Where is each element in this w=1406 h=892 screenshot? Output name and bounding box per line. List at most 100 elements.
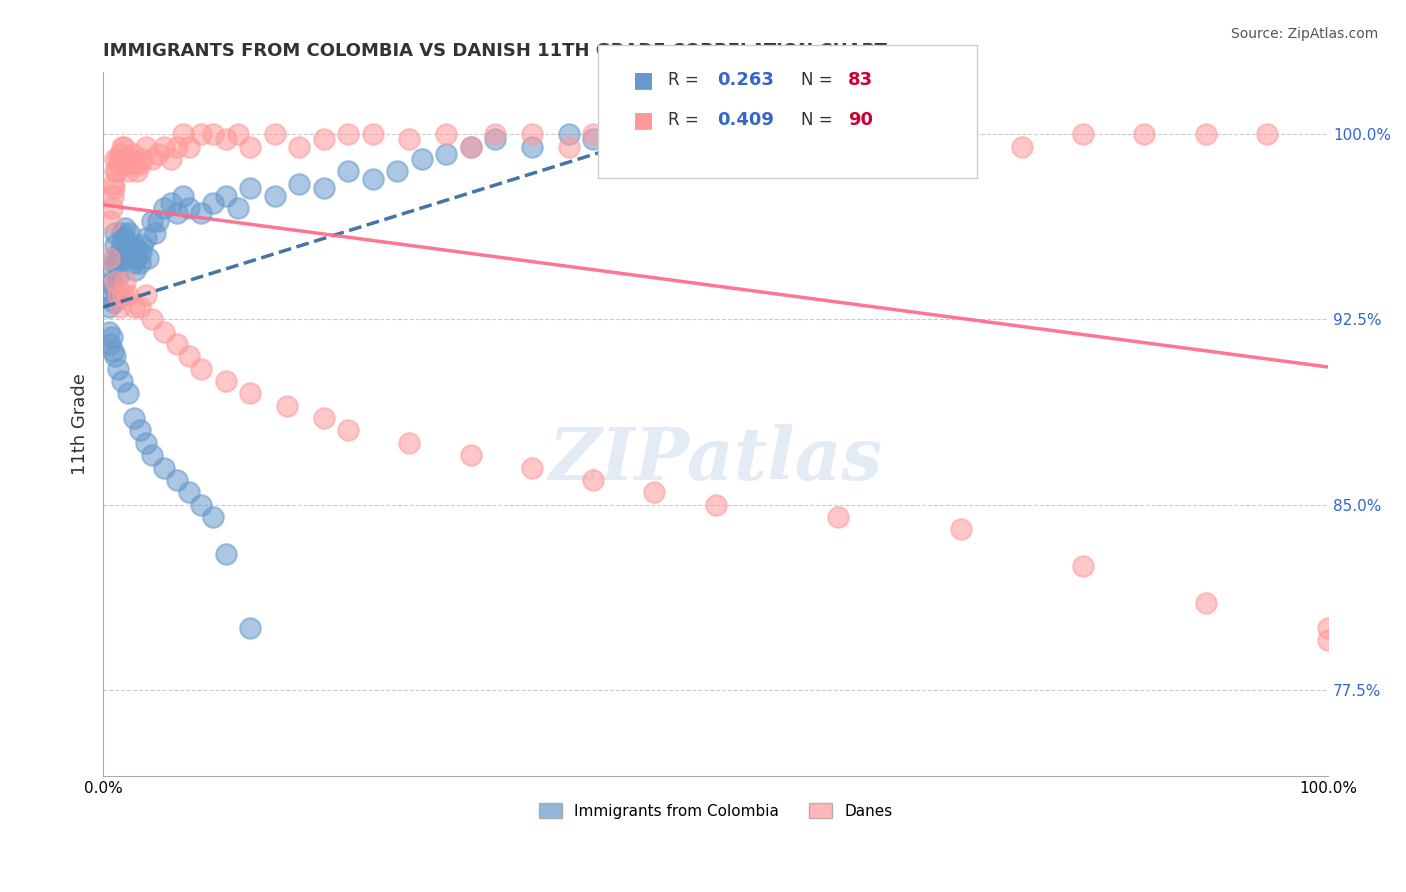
Point xyxy=(107,270,129,285)
Point xyxy=(117,238,139,252)
Point xyxy=(889,139,911,153)
Point xyxy=(120,152,142,166)
Point xyxy=(312,132,335,146)
Legend: Immigrants from Colombia, Danes: Immigrants from Colombia, Danes xyxy=(533,797,898,825)
Point xyxy=(141,448,163,462)
Point xyxy=(100,275,122,289)
Point xyxy=(122,238,145,252)
Point xyxy=(1071,127,1094,141)
Point xyxy=(114,221,136,235)
Point xyxy=(121,255,143,269)
Point xyxy=(120,251,142,265)
Point xyxy=(153,139,176,153)
Point xyxy=(124,263,146,277)
Point xyxy=(312,411,335,425)
Text: ■: ■ xyxy=(633,111,654,130)
Point xyxy=(125,251,148,265)
Point xyxy=(214,132,236,146)
Point xyxy=(128,300,150,314)
Point xyxy=(128,424,150,438)
Point xyxy=(100,287,122,301)
Point xyxy=(202,196,225,211)
Point xyxy=(434,147,457,161)
Point xyxy=(177,350,200,364)
Point xyxy=(1194,127,1216,141)
Point xyxy=(104,255,127,269)
Point xyxy=(103,251,125,265)
Point xyxy=(398,435,420,450)
Point xyxy=(107,152,129,166)
Point xyxy=(337,424,360,438)
Point xyxy=(98,325,121,339)
Point xyxy=(520,460,543,475)
Point xyxy=(582,127,605,141)
Point xyxy=(177,201,200,215)
Point xyxy=(159,196,181,211)
Point xyxy=(166,139,188,153)
Point xyxy=(110,238,132,252)
Point xyxy=(557,127,579,141)
Point xyxy=(100,201,122,215)
Point xyxy=(704,139,727,153)
Point xyxy=(124,157,146,171)
Point xyxy=(202,127,225,141)
Point xyxy=(100,213,122,227)
Point xyxy=(484,132,506,146)
Point xyxy=(100,329,122,343)
Point xyxy=(520,139,543,153)
Point xyxy=(138,251,160,265)
Point xyxy=(643,485,665,500)
Text: 90: 90 xyxy=(848,112,873,129)
Point xyxy=(101,263,124,277)
Point xyxy=(1133,127,1156,141)
Point xyxy=(120,244,142,258)
Point xyxy=(655,132,678,146)
Point xyxy=(704,127,727,141)
Point xyxy=(949,127,972,141)
Point xyxy=(101,344,124,359)
Point xyxy=(110,226,132,240)
Point xyxy=(110,139,132,153)
Point xyxy=(107,361,129,376)
Point xyxy=(104,152,127,166)
Point xyxy=(107,251,129,265)
Point xyxy=(128,157,150,171)
Point xyxy=(100,337,122,351)
Point xyxy=(263,127,285,141)
Point xyxy=(288,139,311,153)
Point xyxy=(177,485,200,500)
Point xyxy=(520,127,543,141)
Point xyxy=(104,275,127,289)
Point xyxy=(103,181,125,195)
Point xyxy=(127,244,149,258)
Point xyxy=(239,139,262,153)
Point xyxy=(101,189,124,203)
Point xyxy=(127,164,149,178)
Point xyxy=(766,127,789,141)
Point xyxy=(226,127,249,141)
Text: ZIPatlas: ZIPatlas xyxy=(548,424,883,495)
Point xyxy=(141,213,163,227)
Point xyxy=(172,189,194,203)
Point xyxy=(110,374,132,388)
Point xyxy=(827,509,849,524)
Point xyxy=(107,287,129,301)
Point xyxy=(484,127,506,141)
Point xyxy=(398,132,420,146)
Text: IMMIGRANTS FROM COLOMBIA VS DANISH 11TH GRADE CORRELATION CHART: IMMIGRANTS FROM COLOMBIA VS DANISH 11TH … xyxy=(103,42,887,60)
Point xyxy=(101,177,124,191)
Text: R =: R = xyxy=(668,112,704,129)
Point xyxy=(949,522,972,536)
Text: 0.409: 0.409 xyxy=(717,112,773,129)
Point xyxy=(312,181,335,195)
Text: Source: ZipAtlas.com: Source: ZipAtlas.com xyxy=(1230,27,1378,41)
Point xyxy=(166,206,188,220)
Point xyxy=(1071,559,1094,574)
Text: 0.263: 0.263 xyxy=(717,71,773,89)
Point xyxy=(276,399,298,413)
Point xyxy=(239,181,262,195)
Point xyxy=(704,498,727,512)
Point xyxy=(108,157,131,171)
Point xyxy=(190,361,212,376)
Point xyxy=(214,547,236,561)
